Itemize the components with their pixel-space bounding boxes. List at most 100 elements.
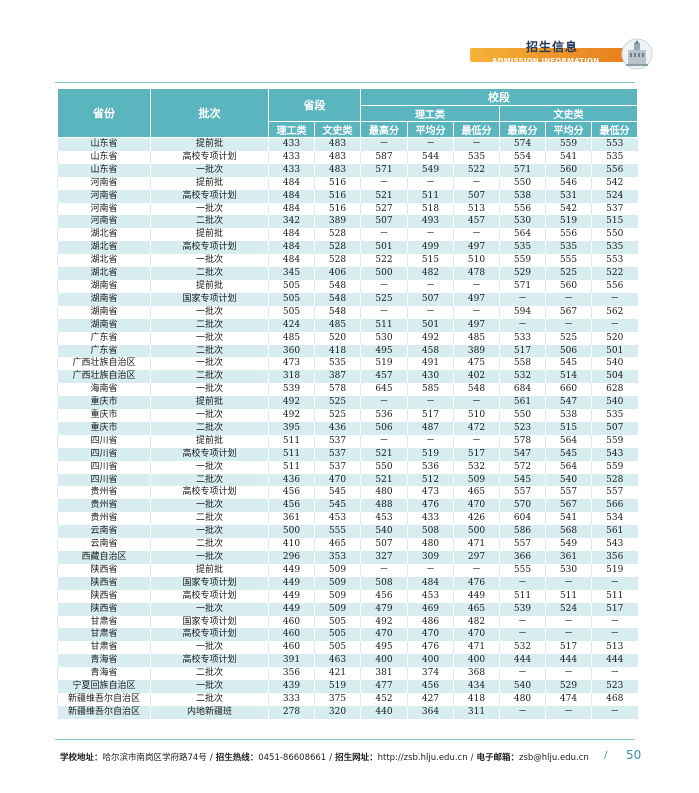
batch-cell: 一批次 bbox=[150, 331, 269, 345]
prov-arts-cell: 578 bbox=[314, 383, 361, 397]
sci-avg-cell: 508 bbox=[407, 525, 454, 539]
prov-sci-cell: 456 bbox=[268, 499, 315, 513]
prov-arts-cell: 537 bbox=[314, 434, 361, 448]
arts-avg-cell: 545 bbox=[545, 447, 592, 461]
website-link[interactable]: http://zsb.hlju.edu.cn bbox=[377, 753, 468, 763]
province-cell: 西藏自治区 bbox=[57, 551, 151, 564]
batch-cell: 二批次 bbox=[150, 215, 269, 229]
table-row: 四川省 高校专项计划 511 537 521 519 517 547 545 543 bbox=[57, 447, 638, 461]
sci-avg-cell: 364 bbox=[407, 705, 454, 719]
sci-avg-cell: 476 bbox=[407, 641, 454, 655]
arts-avg-cell: － bbox=[545, 318, 592, 332]
arts-avg-cell: 555 bbox=[545, 254, 592, 268]
sci-avg-cell: 512 bbox=[407, 473, 454, 487]
col-sci-min: 最低分 bbox=[453, 121, 500, 138]
arts-max-cell: 533 bbox=[499, 331, 546, 345]
arts-min-cell: － bbox=[590, 292, 638, 306]
province-cell: 湖北省 bbox=[57, 228, 151, 242]
sci-min-cell: 510 bbox=[453, 254, 500, 268]
arts-min-cell: 534 bbox=[590, 512, 638, 526]
sci-avg-cell: 480 bbox=[407, 538, 454, 551]
arts-max-cell: 604 bbox=[499, 512, 546, 526]
email-link[interactable]: zsb@hlju.edu.cn bbox=[519, 753, 589, 763]
sci-min-cell: 497 bbox=[453, 241, 500, 255]
sci-min-cell: 507 bbox=[453, 189, 500, 203]
sci-avg-cell: 499 bbox=[407, 241, 454, 255]
arts-max-cell: 550 bbox=[499, 409, 546, 422]
arts-avg-cell: 568 bbox=[545, 525, 592, 539]
arts-max-cell: 557 bbox=[499, 486, 546, 500]
arts-min-cell: － bbox=[590, 615, 638, 629]
arts-min-cell: 566 bbox=[590, 499, 638, 513]
province-cell: 广东省 bbox=[57, 344, 151, 358]
arts-max-cell: 574 bbox=[499, 137, 546, 151]
sci-min-cell: 548 bbox=[453, 383, 500, 397]
prov-sci-cell: 505 bbox=[268, 305, 315, 319]
batch-cell: 二批次 bbox=[150, 421, 269, 435]
table-row: 湖南省 二批次 424 485 511 501 497 －－－ bbox=[57, 318, 638, 332]
prov-arts-cell: 418 bbox=[314, 344, 361, 358]
prov-sci-cell: 278 bbox=[268, 705, 315, 719]
table-row: 河南省 二批次 342 389 507 493 457 530 519 515 bbox=[57, 215, 638, 229]
sci-min-cell: 497 bbox=[453, 318, 500, 332]
sci-min-cell: 500 bbox=[453, 525, 500, 539]
prov-sci-cell: 511 bbox=[268, 434, 315, 448]
arts-min-cell: － bbox=[590, 576, 638, 590]
arts-max-cell: 555 bbox=[499, 563, 546, 577]
batch-cell: 一批次 bbox=[150, 357, 269, 371]
prov-arts-cell: 509 bbox=[314, 576, 361, 590]
sci-max-cell: 457 bbox=[360, 370, 408, 384]
sci-min-cell: 471 bbox=[453, 641, 500, 655]
sci-min-cell: － bbox=[453, 305, 500, 319]
arts-min-cell: － bbox=[590, 628, 638, 642]
table-row: 云南省 一批次 500 555 540 508 500 586 568 561 bbox=[57, 525, 638, 539]
prov-sci-cell: 539 bbox=[268, 383, 315, 397]
batch-cell: 高校专项计划 bbox=[150, 241, 269, 255]
batch-cell: 二批次 bbox=[150, 344, 269, 358]
province-cell: 青海省 bbox=[57, 654, 151, 668]
prov-arts-cell: 525 bbox=[314, 409, 361, 422]
province-cell: 陕西省 bbox=[57, 563, 151, 577]
sci-max-cell: 508 bbox=[360, 576, 408, 590]
arts-max-cell: 511 bbox=[499, 589, 546, 603]
batch-cell: 提前批 bbox=[150, 434, 269, 448]
prov-arts-cell: 535 bbox=[314, 357, 361, 371]
sci-max-cell: － bbox=[360, 434, 408, 448]
table-row: 新疆维吾尔自治区 二批次 333 375 452 427 418 480 474 468 bbox=[57, 692, 638, 706]
prov-arts-cell: 516 bbox=[314, 176, 361, 190]
batch-cell: 提前批 bbox=[150, 279, 269, 293]
prov-arts-cell: 548 bbox=[314, 305, 361, 319]
arts-min-cell: 356 bbox=[590, 551, 638, 564]
table-row: 新疆维吾尔自治区 内地新疆班 278 320 440 364 311 －－－ bbox=[57, 705, 638, 719]
arts-min-cell: 559 bbox=[590, 460, 638, 474]
sci-max-cell: 506 bbox=[360, 421, 408, 435]
sci-max-cell: 645 bbox=[360, 383, 408, 397]
sci-max-cell: 511 bbox=[360, 318, 408, 332]
arts-max-cell: 554 bbox=[499, 150, 546, 164]
sci-min-cell: 434 bbox=[453, 680, 500, 693]
arts-avg-cell: 506 bbox=[545, 344, 592, 358]
arts-avg-cell: 474 bbox=[545, 692, 592, 706]
sci-avg-cell: 456 bbox=[407, 680, 454, 693]
arts-avg-cell: 511 bbox=[545, 589, 592, 603]
sci-avg-cell: 400 bbox=[407, 654, 454, 668]
arts-max-cell: － bbox=[499, 667, 546, 681]
batch-cell: 高校专项计划 bbox=[150, 447, 269, 461]
sci-max-cell: 507 bbox=[360, 538, 408, 551]
table-row: 河南省 提前批 484 516 －－－ 550 546 542 bbox=[57, 176, 638, 190]
table-row: 陕西省 国家专项计划 449 509 508 484 476 －－－ bbox=[57, 576, 638, 590]
arts-max-cell: － bbox=[499, 615, 546, 629]
province-cell: 陕西省 bbox=[57, 576, 151, 590]
table-row: 贵州省 高校专项计划 456 545 480 473 465 557 557 557 bbox=[57, 486, 638, 500]
prov-arts-cell: 483 bbox=[314, 150, 361, 164]
table-row: 甘肃省 国家专项计划 460 505 492 486 482 －－－ bbox=[57, 615, 638, 629]
sci-max-cell: 381 bbox=[360, 667, 408, 681]
prov-sci-cell: 449 bbox=[268, 576, 315, 590]
sci-max-cell: － bbox=[360, 137, 408, 151]
sci-min-cell: 297 bbox=[453, 551, 500, 564]
arts-min-cell: 522 bbox=[590, 267, 638, 280]
arts-avg-cell: 538 bbox=[545, 409, 592, 422]
batch-cell: 提前批 bbox=[150, 563, 269, 577]
province-cell: 贵州省 bbox=[57, 512, 151, 526]
arts-max-cell: － bbox=[499, 705, 546, 719]
